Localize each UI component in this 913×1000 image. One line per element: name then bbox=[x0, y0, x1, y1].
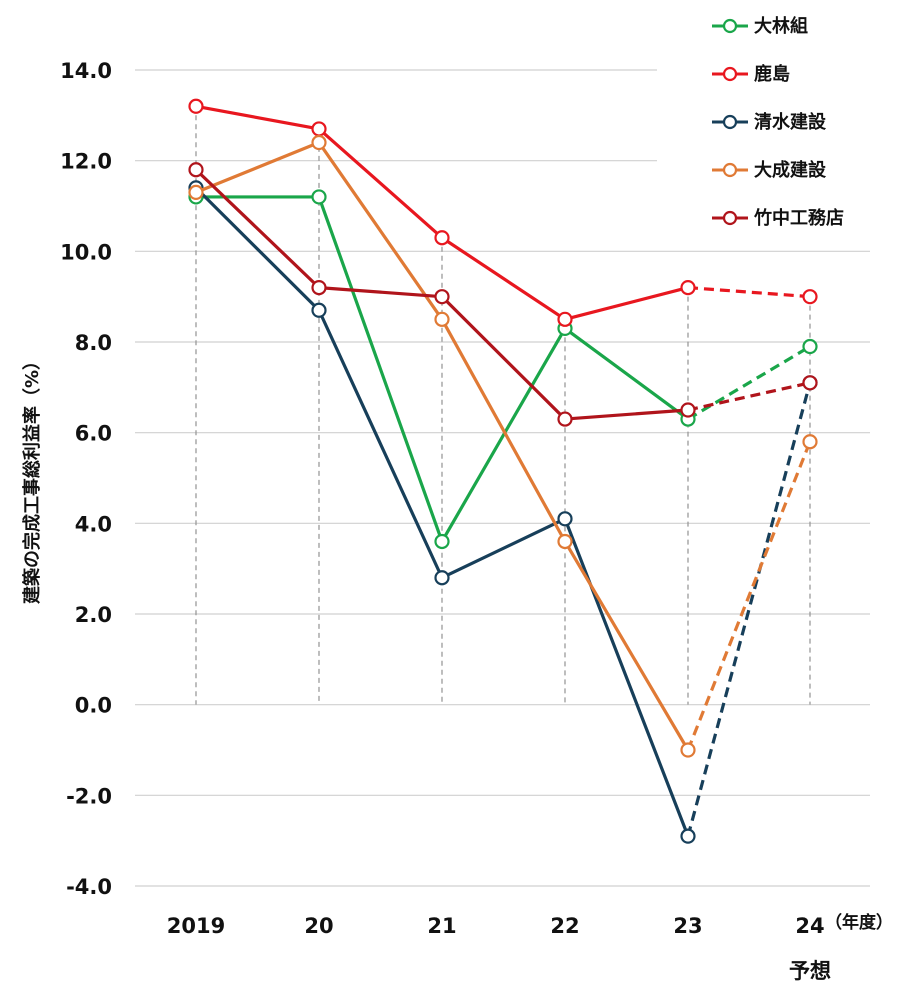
y-tick-label: 12.0 bbox=[60, 150, 112, 174]
x-tick-label: 21 bbox=[427, 914, 456, 938]
data-point bbox=[188, 184, 204, 200]
data-point bbox=[311, 280, 327, 296]
legend-item: 清水建設 bbox=[712, 111, 827, 133]
data-point bbox=[557, 511, 573, 527]
data-point bbox=[557, 411, 573, 427]
data-point bbox=[680, 402, 696, 418]
legend-label: 鹿島 bbox=[754, 63, 790, 85]
data-point bbox=[434, 230, 450, 246]
y-tick-label: 8.0 bbox=[75, 331, 112, 355]
data-point bbox=[557, 311, 573, 327]
y-tick-label: 2.0 bbox=[75, 603, 112, 627]
series-2 bbox=[188, 98, 818, 327]
series-1 bbox=[188, 189, 818, 550]
data-point bbox=[680, 742, 696, 758]
y-tick-label: 6.0 bbox=[75, 422, 112, 446]
y-axis-label: 建築の完成工事総利益率（%） bbox=[21, 352, 43, 604]
data-point bbox=[434, 289, 450, 305]
legend-item: 鹿島 bbox=[712, 63, 790, 85]
data-point bbox=[311, 189, 327, 205]
data-point bbox=[311, 121, 327, 137]
legend-item: 大成建設 bbox=[712, 159, 827, 181]
data-point bbox=[311, 302, 327, 318]
y-tick-labels: -4.0 -2.0 0.0 2.0 4.0 6.0 8.0 10.0 12.0 14.0 bbox=[60, 59, 112, 899]
series-3 bbox=[188, 180, 818, 844]
series-forecast-line bbox=[687, 345, 811, 421]
x-tick-label: 2019 bbox=[167, 914, 225, 938]
x-tick-labels: 2019 20 21 22 23 24 bbox=[167, 914, 825, 938]
legend-marker bbox=[722, 162, 738, 178]
legend-marker bbox=[722, 18, 738, 34]
series-5 bbox=[188, 162, 818, 427]
data-point bbox=[188, 98, 204, 114]
y-tick-label: -4.0 bbox=[66, 875, 112, 899]
legend-label: 大成建設 bbox=[754, 159, 827, 181]
data-point bbox=[311, 134, 327, 151]
legend-label: 清水建設 bbox=[754, 111, 827, 133]
x-tick-label: 20 bbox=[304, 914, 333, 938]
legend-item: 竹中工務店 bbox=[712, 207, 844, 229]
legend-item: 大林組 bbox=[712, 15, 808, 37]
series-forecast-line bbox=[687, 286, 811, 299]
y-tick-label: 4.0 bbox=[75, 512, 112, 536]
x-tick-label: 22 bbox=[550, 914, 579, 938]
data-point bbox=[802, 338, 818, 355]
x-axis-unit: （年度） bbox=[825, 912, 893, 933]
legend-marker bbox=[722, 66, 738, 82]
series-lines bbox=[188, 98, 818, 844]
x-tick-label: 24 bbox=[795, 914, 824, 938]
data-point bbox=[434, 570, 450, 586]
x-tick-label: 23 bbox=[673, 914, 702, 938]
legend-label: 大林組 bbox=[754, 15, 808, 37]
y-tick-label: -2.0 bbox=[66, 784, 112, 808]
series-forecast-line bbox=[686, 382, 812, 837]
forecast-label: 予想 bbox=[789, 959, 831, 983]
gridlines bbox=[135, 69, 870, 887]
data-point bbox=[434, 533, 450, 550]
data-point bbox=[434, 311, 450, 327]
data-point bbox=[802, 289, 818, 305]
legend-label: 竹中工務店 bbox=[753, 207, 844, 229]
data-point bbox=[680, 828, 696, 844]
series-4 bbox=[188, 134, 818, 758]
data-point bbox=[680, 280, 696, 296]
legend-marker bbox=[722, 210, 738, 226]
series-forecast-line bbox=[687, 381, 811, 412]
data-point bbox=[802, 434, 818, 450]
legend-marker bbox=[722, 114, 738, 130]
data-point bbox=[802, 375, 818, 391]
data-point bbox=[188, 162, 204, 178]
y-tick-label: 14.0 bbox=[60, 59, 112, 83]
y-tick-label: 10.0 bbox=[60, 240, 112, 264]
series-forecast-line bbox=[686, 441, 812, 751]
data-point bbox=[557, 533, 573, 550]
y-tick-label: 0.0 bbox=[75, 694, 112, 718]
